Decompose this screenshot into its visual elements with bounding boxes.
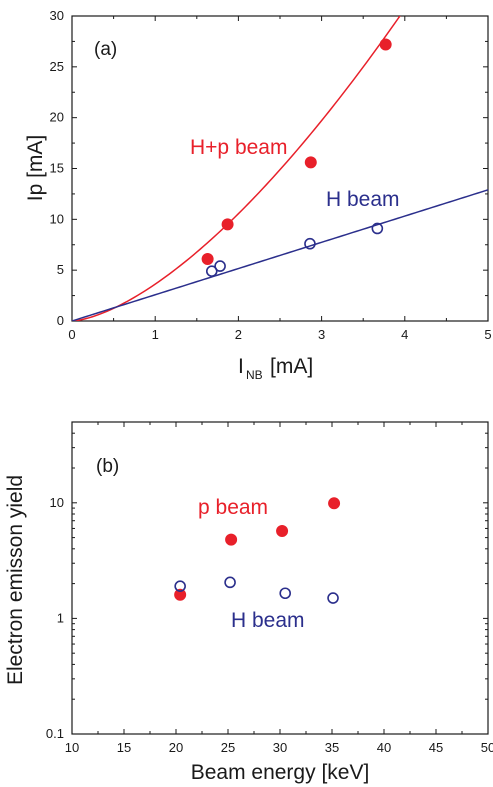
x-axis-label-a-sub: NB bbox=[246, 368, 263, 382]
x-axis-label-a: I NB [mA] bbox=[238, 355, 313, 382]
x-tick-label: 35 bbox=[325, 740, 339, 755]
x-tick-label: 40 bbox=[377, 740, 391, 755]
y-tick-label: 25 bbox=[50, 59, 64, 74]
y-axis-label-b: Electron emisson yield bbox=[4, 475, 27, 685]
x-tick-label: 15 bbox=[117, 740, 131, 755]
data-point-p-beam bbox=[328, 497, 341, 510]
x-tick-label: 0 bbox=[68, 327, 75, 342]
y-tick-label: 0.1 bbox=[46, 726, 64, 741]
data-point-h-beam bbox=[214, 260, 226, 272]
x-tick-label: 5 bbox=[484, 327, 491, 342]
panel-a-label: (a) bbox=[94, 39, 117, 60]
data-point-p-beam bbox=[174, 588, 187, 601]
data-point-h-beam bbox=[371, 222, 384, 235]
x-tick-label: 20 bbox=[169, 740, 183, 755]
data-point-h-beam bbox=[327, 592, 339, 604]
x-tick-label: 1 bbox=[152, 327, 159, 342]
x-tick-label: 45 bbox=[429, 740, 443, 755]
data-point-h-p-beam bbox=[304, 156, 317, 169]
y-tick-label: 10 bbox=[50, 211, 64, 226]
y-tick-label: 5 bbox=[57, 262, 64, 277]
x-axis-label-a-unit: [mA] bbox=[270, 355, 313, 378]
fit-line-h-p-beam bbox=[72, 16, 401, 321]
fit-line-h-beam bbox=[72, 189, 488, 321]
y-tick-label: 10 bbox=[50, 495, 64, 510]
plot-frame bbox=[71, 421, 489, 735]
x-tick-label: 30 bbox=[273, 740, 287, 755]
x-axis-label-b: Beam energy [keV] bbox=[191, 761, 370, 784]
y-axis-label-a: Ip [mA] bbox=[24, 135, 47, 202]
plot-frame bbox=[71, 15, 489, 322]
data-point-h-beam bbox=[304, 237, 316, 250]
x-axis-label-a-main: I bbox=[238, 355, 244, 378]
data-point-h-p-beam bbox=[221, 218, 234, 231]
data-point-h-beam bbox=[279, 587, 292, 600]
data-point-h-beam bbox=[224, 576, 236, 589]
x-tick-label: 3 bbox=[318, 327, 325, 342]
y-tick-label: 20 bbox=[50, 110, 64, 125]
series-label-h-beam-a: H beam bbox=[326, 188, 400, 211]
x-tick-label: 4 bbox=[401, 327, 408, 342]
x-tick-label: 2 bbox=[235, 327, 242, 342]
panel-a-plot: 0 1 2 3 4 5 0 5 10 15 20 25 30 bbox=[50, 8, 492, 342]
y-tick-label: 30 bbox=[50, 8, 64, 23]
series-label-h-p-beam: H+p beam bbox=[190, 136, 287, 159]
panel-b-label: (b) bbox=[96, 456, 119, 477]
data-point-h-p-beam bbox=[379, 38, 392, 51]
y-tick-label: 15 bbox=[50, 161, 64, 176]
data-point-h-beam bbox=[174, 580, 186, 592]
data-point-p-beam bbox=[276, 525, 289, 538]
x-tick-label: 25 bbox=[221, 740, 235, 755]
x-tick-label: 10 bbox=[65, 740, 79, 755]
x-tick-label: 50 bbox=[481, 740, 493, 755]
y-tick-label: 0 bbox=[57, 313, 64, 328]
data-point-h-p-beam bbox=[201, 252, 214, 265]
series-label-p-beam: p beam bbox=[198, 496, 268, 519]
data-point-p-beam bbox=[225, 533, 238, 546]
data-point-h-beam bbox=[205, 265, 218, 277]
series-label-h-beam-b: H beam bbox=[231, 609, 305, 632]
panel-b-plot: 10 15 20 25 30 35 40 45 50 0.1 1 10 bbox=[46, 421, 493, 755]
y-tick-label: 1 bbox=[57, 610, 64, 625]
